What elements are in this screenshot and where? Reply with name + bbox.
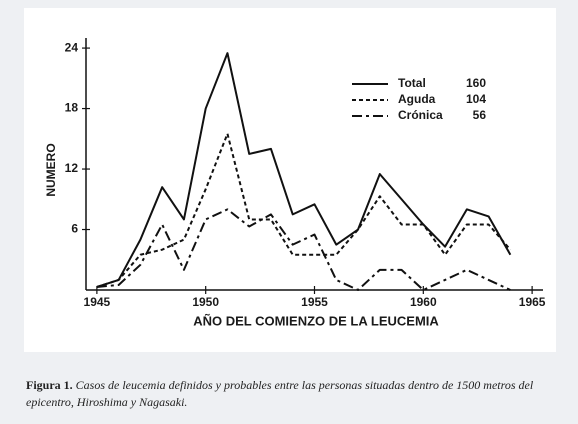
caption-label: Figura 1. [26,378,73,392]
series-line [96,132,512,288]
legend-count: 104 [466,92,486,106]
y-tick-label: 18 [65,101,79,115]
legend-count: 56 [473,108,487,122]
x-tick-label: 1950 [192,295,219,309]
x-tick-label: 1965 [519,295,546,309]
caption: Figura 1. Casos de leucemia definidos y … [26,377,556,411]
figure-panel [24,8,556,352]
x-axis-label: AÑO DEL COMIENZO DE LA LEUCEMIA [193,313,439,328]
caption-text: Casos de leucemia definidos y probables … [26,378,534,409]
y-tick-label: 6 [71,222,78,236]
y-axis-label: NUMERO [44,143,58,196]
y-tick-label: 24 [65,40,79,54]
y-tick-label: 12 [65,161,79,175]
chart: NUMERO AÑO DEL COMIENZO DE LA LEUCEMIA 6… [44,38,546,328]
legend-label: Crónica [398,108,443,122]
series-line [96,52,512,288]
x-tick-label: 1955 [301,295,328,309]
legend-count: 160 [466,76,486,90]
legend-label: Aguda [398,92,436,106]
legend-label: Total [398,76,426,90]
x-tick-label: 1960 [410,295,437,309]
series-line [96,208,511,291]
x-tick-label: 1945 [84,295,111,309]
